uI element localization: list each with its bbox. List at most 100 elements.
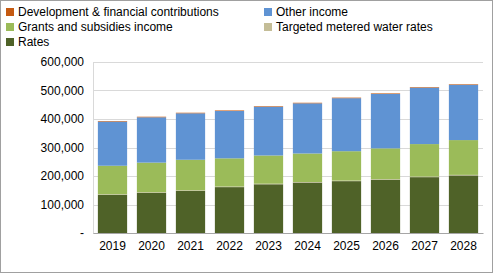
y-tick-label: 300,000 <box>41 141 85 155</box>
y-tick: 200,000 <box>41 169 93 183</box>
bar <box>215 187 244 233</box>
bar <box>371 93 400 95</box>
x-tick: 2021 <box>177 233 204 253</box>
y-tick: - <box>80 226 93 240</box>
y-axis: - 100,000 200,000 300,000 400,000 500,000 600,… <box>41 55 94 240</box>
y-tick-label: 400,000 <box>41 112 85 126</box>
x-tick: 2027 <box>411 233 438 253</box>
y-tick-label: - <box>80 226 84 240</box>
bar <box>137 117 166 162</box>
bar <box>332 98 361 151</box>
x-tick: 2023 <box>255 233 282 253</box>
legend-item: Grants and subsidies income <box>6 20 173 34</box>
x-tick-label: 2025 <box>333 239 360 253</box>
y-tick: 400,000 <box>41 112 93 126</box>
x-tick-label: 2027 <box>411 239 438 253</box>
y-tick: 600,000 <box>41 55 93 69</box>
grid-line <box>93 62 483 63</box>
bar <box>449 175 478 233</box>
x-axis: 2019 2020 2021 2022 2023 2024 2025 2026 2027 2028 <box>94 233 484 253</box>
y-tick: 300,000 <box>41 141 93 155</box>
x-tick-label: 2019 <box>99 239 126 253</box>
grid <box>93 63 483 234</box>
bar <box>98 195 127 233</box>
bar <box>449 84 478 86</box>
legend-swatch <box>6 23 14 31</box>
bar <box>332 97 361 99</box>
bar <box>449 140 478 175</box>
legend-item: Development & financial contributions <box>6 5 219 19</box>
x-tick: 2028 <box>450 233 477 253</box>
bar <box>254 106 283 108</box>
legend-swatch <box>264 23 272 31</box>
bar <box>98 166 127 195</box>
bar <box>371 94 400 148</box>
x-tick: 2022 <box>216 233 243 253</box>
bar <box>410 177 439 233</box>
legend-label: Targeted metered water rates <box>276 20 433 34</box>
bar <box>410 87 439 89</box>
y-tick: 100,000 <box>41 198 93 212</box>
x-axis-line <box>94 233 484 234</box>
x-tick-label: 2028 <box>450 239 477 253</box>
bar <box>98 122 127 166</box>
y-tick-label: 600,000 <box>41 55 85 69</box>
bar <box>254 107 283 156</box>
y-tick-label: 500,000 <box>41 84 85 98</box>
legend-swatch <box>6 8 14 16</box>
y-tick-label: 200,000 <box>41 169 85 183</box>
bar <box>215 111 244 158</box>
bar <box>293 183 322 233</box>
legend-swatch <box>6 38 14 46</box>
x-tick-label: 2021 <box>177 239 204 253</box>
bar <box>332 151 361 180</box>
legend: Development & financial contributions Oth… <box>6 5 433 49</box>
legend-item: Other income <box>264 5 348 19</box>
bar <box>98 120 127 122</box>
bar <box>293 103 322 153</box>
bar <box>137 163 166 193</box>
y-tick-label: 100,000 <box>41 198 85 212</box>
series <box>98 84 478 121</box>
x-tick-label: 2020 <box>138 239 165 253</box>
legend-label: Grants and subsidies income <box>18 20 173 34</box>
bar <box>176 191 205 233</box>
legend-swatch <box>264 8 272 16</box>
plot: - 100,000 200,000 300,000 400,000 500,000 600,… <box>41 55 484 252</box>
legend-label: Other income <box>276 5 348 19</box>
grid-line <box>93 233 483 234</box>
bar <box>254 155 283 183</box>
bar <box>137 116 166 118</box>
bar <box>176 160 205 190</box>
x-tick: 2020 <box>138 233 165 253</box>
bar <box>371 180 400 233</box>
bar <box>293 153 322 182</box>
x-tick: 2026 <box>372 233 399 253</box>
bar <box>410 144 439 176</box>
legend-item: Rates <box>6 35 49 49</box>
bar <box>215 158 244 186</box>
legend-label: Rates <box>18 35 49 49</box>
series <box>98 85 478 166</box>
x-tick-label: 2022 <box>216 239 243 253</box>
x-tick-label: 2023 <box>255 239 282 253</box>
bar <box>410 88 439 144</box>
x-tick-label: 2024 <box>294 239 321 253</box>
legend-label: Development & financial contributions <box>18 5 219 19</box>
y-axis-line <box>93 63 94 234</box>
bar <box>137 193 166 233</box>
x-tick: 2025 <box>333 233 360 253</box>
bar <box>176 113 205 159</box>
x-tick-label: 2026 <box>372 239 399 253</box>
bar <box>254 184 283 233</box>
bars <box>98 84 478 233</box>
chart-border <box>1 1 493 273</box>
chart: - 100,000 200,000 300,000 400,000 500,000 600,… <box>0 0 493 273</box>
bar <box>332 181 361 233</box>
y-tick: 500,000 <box>41 84 93 98</box>
x-tick: 2019 <box>99 233 126 253</box>
x-tick: 2024 <box>294 233 321 253</box>
legend-item: Targeted metered water rates <box>264 20 433 34</box>
bar <box>215 110 244 112</box>
bar <box>176 112 205 114</box>
